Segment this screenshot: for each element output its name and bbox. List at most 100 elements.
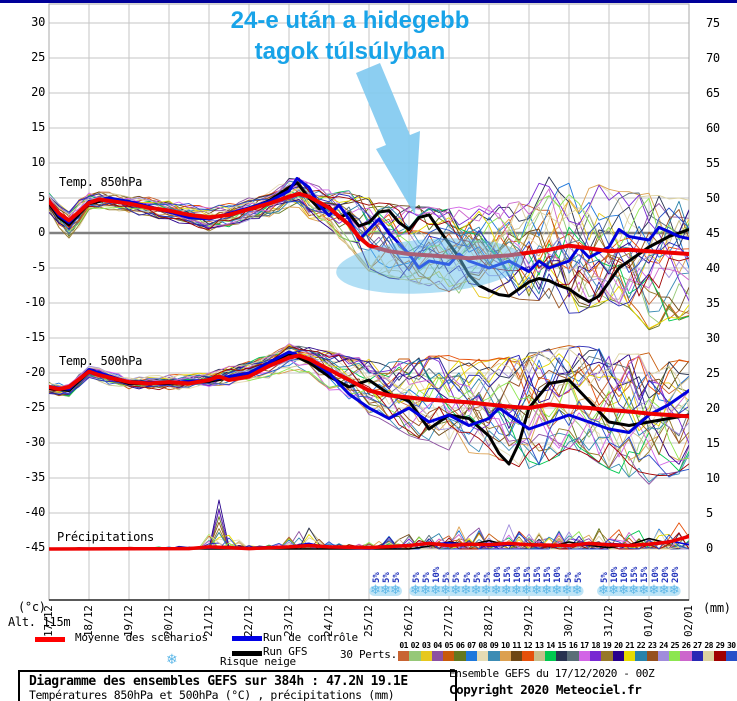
annotation-arrow-icon xyxy=(356,63,420,215)
legend-mean-swatch xyxy=(35,637,65,642)
snow-risk-flake-icon: ❄ xyxy=(390,583,401,598)
y-axis-right-tick-label: 60 xyxy=(706,121,720,135)
member-color-swatch xyxy=(443,651,455,661)
member-color-swatch xyxy=(488,651,500,661)
member-number: 16 xyxy=(568,641,578,650)
y-axis-right-tick-label: 35 xyxy=(706,296,720,310)
member-legend-cell: 22 xyxy=(635,641,647,661)
member-color-swatch xyxy=(714,651,726,661)
y-axis-left-tick-label: 5 xyxy=(38,190,45,204)
member-number: 27 xyxy=(693,641,702,650)
member-legend-cell: 20 xyxy=(612,641,624,661)
snow-risk-flake-icon: ❄ xyxy=(470,583,482,598)
x-axis-date-label: 01/01 xyxy=(642,605,655,637)
snow-risk-flake-icon: ❄ xyxy=(531,583,543,598)
snow-risk-flake-icon: ❄ xyxy=(658,583,670,598)
snow-risk-flake-icon: ❄ xyxy=(440,583,452,598)
y-axis-right-tick-label: 55 xyxy=(706,156,720,170)
snowflake-icon: ❄ xyxy=(166,652,178,668)
legend-snow-label: Risque neige xyxy=(220,655,296,668)
top-border-bar xyxy=(0,0,737,3)
member-legend-cell: 18 xyxy=(590,641,602,661)
legend-gfs-label: Run GFS xyxy=(263,645,308,658)
copyright-label: Copyright 2020 Meteociel.fr xyxy=(449,682,642,697)
snow-risk-percent-label: 20% xyxy=(670,566,681,583)
ensemble-member-line xyxy=(49,190,689,322)
snow-risk-flake-icon: ❄ xyxy=(521,583,532,598)
member-number: 02 xyxy=(410,641,420,650)
x-axis-date-label: 24/12 xyxy=(322,605,335,637)
ensemble-member-line xyxy=(49,198,689,282)
member-color-swatch xyxy=(635,651,647,661)
member-legend-cell: 26 xyxy=(680,641,692,661)
member-color-swatch xyxy=(431,651,444,661)
member-number: 30 xyxy=(726,641,736,650)
member-number: 13 xyxy=(534,641,544,650)
member-legend-cell: 29 xyxy=(714,641,726,661)
member-number: 09 xyxy=(489,641,499,650)
member-color-swatch xyxy=(477,651,489,661)
member-color-swatch xyxy=(556,651,568,661)
snow-risk-flake-icon: ❄ xyxy=(490,583,502,598)
member-legend-cell: 16 xyxy=(567,641,579,661)
member-legend-cell: 24 xyxy=(657,641,670,661)
snow-band xyxy=(597,586,681,596)
member-number: 28 xyxy=(704,641,713,650)
y-axis-right-tick-label: 75 xyxy=(706,16,720,30)
member-number: 24 xyxy=(659,641,668,650)
curves-group xyxy=(49,176,689,551)
x-axis-date-label: 23/12 xyxy=(282,605,295,637)
y-axis-left-tick-label: -25 xyxy=(24,400,45,414)
member-legend-cell: 08 xyxy=(477,641,489,661)
member-color-swatch xyxy=(669,651,681,661)
member-number: 17 xyxy=(580,641,589,650)
y-axis-right-tick-label: 30 xyxy=(706,331,720,345)
ensemble-chart-plot xyxy=(48,3,690,601)
member-legend-cell: 09 xyxy=(488,641,500,661)
member-color-swatch xyxy=(533,651,545,661)
x-axis-date-label: 30/12 xyxy=(562,605,575,637)
member-color-swatch xyxy=(420,651,432,661)
snow-risk-flake-icon: ❄ xyxy=(511,583,522,598)
member-number: 11 xyxy=(512,641,521,650)
y-axis-left-tick-label: -15 xyxy=(24,330,45,344)
x-axis-date-label: 20/12 xyxy=(162,605,175,637)
legend-perts-label: 30 Perts. xyxy=(340,648,397,661)
member-number: 29 xyxy=(715,641,725,650)
ensemble-member-line xyxy=(49,343,689,449)
x-axis-date-label: 28/12 xyxy=(482,605,495,637)
member-legend-cell: 25 xyxy=(669,641,681,661)
snow-risk-flake-icon: ❄ xyxy=(370,583,381,598)
member-legend-cell: 13 xyxy=(533,641,545,661)
member-legend-cell: 17 xyxy=(578,641,591,661)
snow-risk-flake-icon: ❄ xyxy=(638,583,650,598)
ensemble-member-line xyxy=(49,184,689,306)
ensemble-member-line xyxy=(49,346,689,476)
y-axis-right-tick-label: 40 xyxy=(706,261,720,275)
snow-risk-flake-icon: ❄ xyxy=(380,583,391,598)
member-color-swatch xyxy=(398,651,410,661)
member-legend-cell: 02 xyxy=(409,641,421,661)
snow-risk-percent-label: 5% xyxy=(392,572,402,583)
y-axis-right-tick-label: 45 xyxy=(706,226,720,240)
snow-risk-flake-icon: ❄ xyxy=(571,583,583,598)
x-axis-date-label: 25/12 xyxy=(362,605,375,637)
chart-info-box: Diagramme des ensembles GEFS sur 384h : … xyxy=(18,670,457,701)
y-axis-left-tick-label: -40 xyxy=(24,505,45,519)
member-color-swatch xyxy=(454,651,466,661)
member-number: 15 xyxy=(557,641,567,650)
snow-risk-flake-icon: ❄ xyxy=(430,583,442,598)
x-axis-date-label: 02/01 xyxy=(682,605,695,637)
y-axis-left-tick-label: 15 xyxy=(31,120,45,134)
legend-gfs-swatch xyxy=(232,651,262,656)
member-number: 18 xyxy=(591,641,601,650)
x-axis-date-label: 29/12 xyxy=(522,605,535,637)
member-color-swatch xyxy=(499,651,511,661)
y-axis-left-tick-label: 20 xyxy=(31,85,45,99)
member-number: 23 xyxy=(647,641,657,650)
snow-risk-flake-icon: ❄ xyxy=(648,583,660,598)
member-number: 19 xyxy=(602,641,612,650)
member-number: 01 xyxy=(399,641,408,650)
ensemble-member-line xyxy=(49,177,689,303)
member-color-swatch xyxy=(544,651,557,661)
